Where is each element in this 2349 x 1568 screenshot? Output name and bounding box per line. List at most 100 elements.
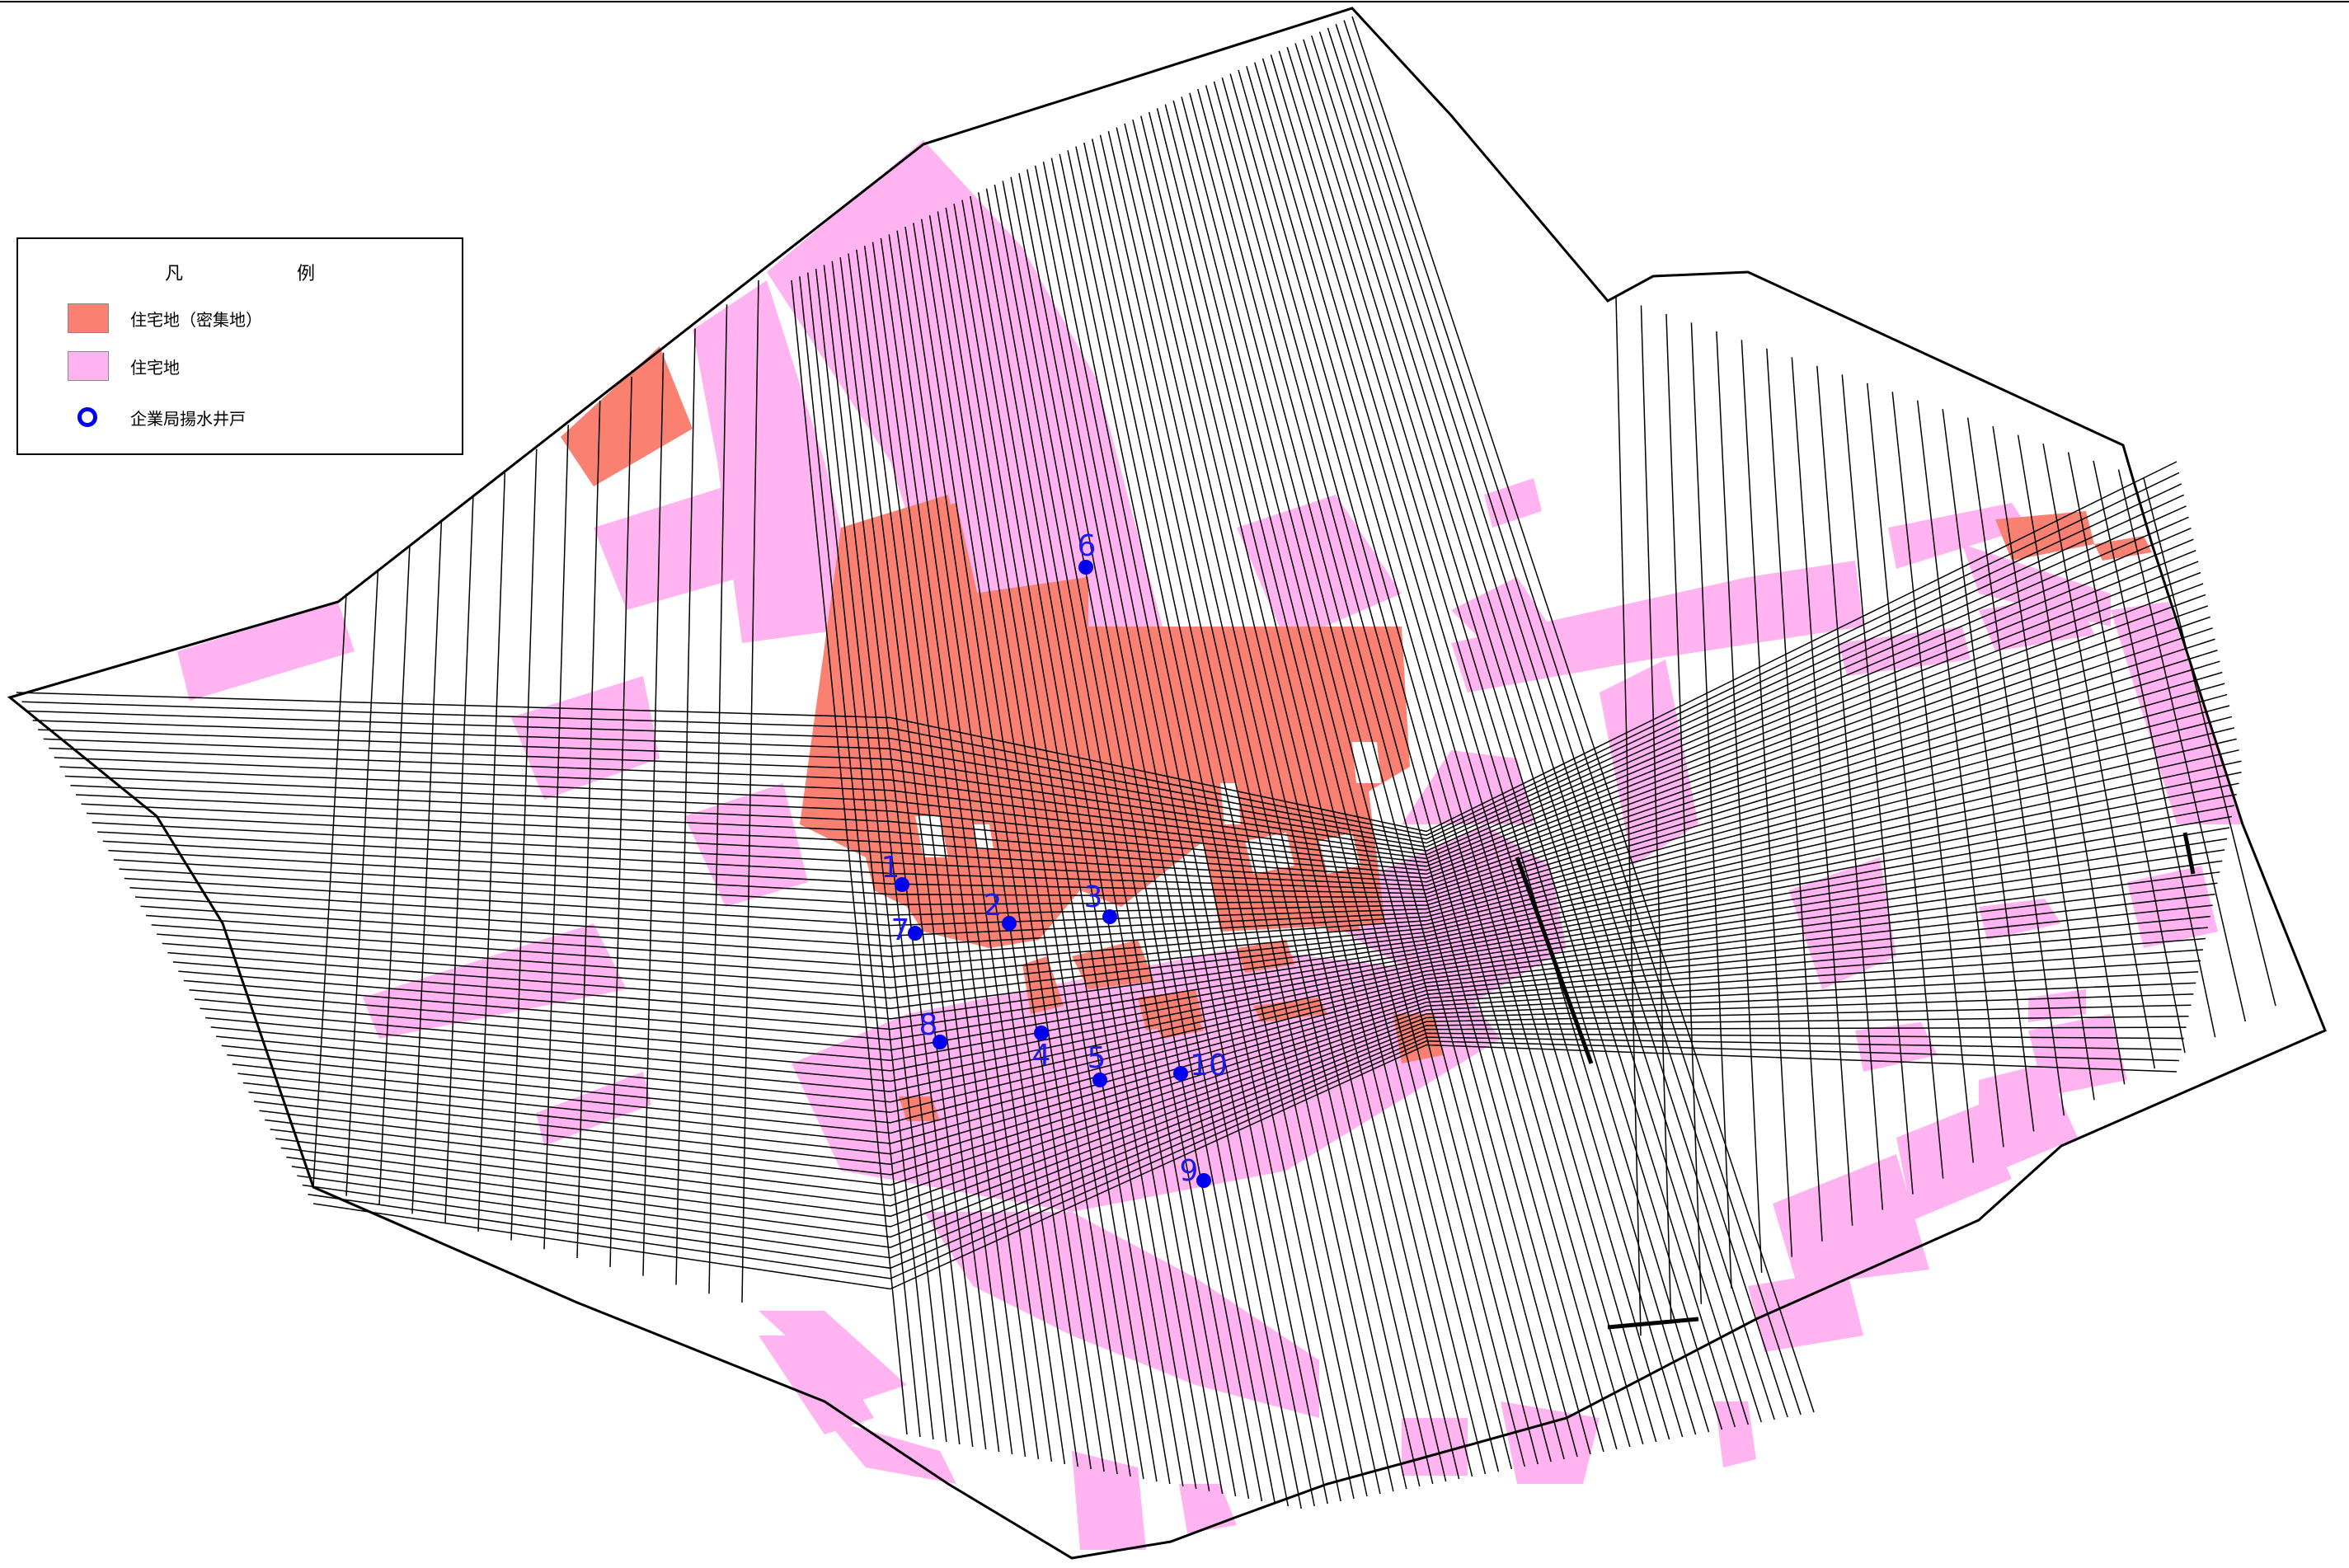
residential-zone xyxy=(1402,750,1534,824)
grid-column-line xyxy=(1278,50,1697,1435)
grid-column-line xyxy=(1716,331,1763,1273)
well-4-marker[interactable] xyxy=(1034,1026,1049,1040)
well-7-marker[interactable] xyxy=(908,926,923,941)
grid-column-line xyxy=(1966,417,2065,1116)
grid-row-line xyxy=(205,849,2225,1082)
grid-column-line xyxy=(1791,357,1853,1226)
grid-column-line xyxy=(1156,108,1500,1472)
legend-label-well: 企業局揚水井戸 xyxy=(130,408,246,429)
grid-column-line xyxy=(1690,322,1732,1289)
well-swatch xyxy=(68,402,109,432)
grid-row-line xyxy=(259,960,2201,1186)
well-1-marker[interactable] xyxy=(895,877,909,892)
dense-residential-swatch xyxy=(68,303,109,333)
grid-row-line xyxy=(265,971,2199,1196)
well-2-label: 2 xyxy=(984,889,1003,922)
grid-column-line xyxy=(1270,54,1684,1438)
residential-swatch xyxy=(68,351,109,381)
well-5-marker[interactable] xyxy=(1092,1073,1107,1087)
grid-row-line xyxy=(194,827,2230,1062)
grid-column-line xyxy=(2143,477,2276,1007)
grid-row-line xyxy=(70,571,2201,871)
grid-column-line xyxy=(888,234,1066,1465)
grid-column-line xyxy=(1254,62,1657,1443)
grid-column-line xyxy=(856,249,1013,1455)
residential-zone xyxy=(1072,1451,1146,1550)
grid-column-line xyxy=(1916,400,2004,1148)
grid-column-line xyxy=(994,184,1237,1497)
grid-column-line xyxy=(1050,157,1328,1505)
well-9-marker[interactable] xyxy=(1196,1173,1211,1188)
grid-column-line xyxy=(1261,58,1670,1440)
well-3-label: 3 xyxy=(1084,880,1103,914)
grid-row-line xyxy=(157,749,2239,988)
grid-column-line xyxy=(1766,348,1823,1242)
grid-row-line xyxy=(21,472,2180,836)
grid-column-line xyxy=(1221,77,1604,1453)
well-6-marker[interactable] xyxy=(1078,560,1093,575)
well-4-label: 4 xyxy=(1032,1039,1051,1073)
grid-column-line xyxy=(411,521,443,1214)
heavy-boundary-segment xyxy=(2182,832,2196,875)
grid-column-line xyxy=(1318,31,1762,1423)
legend-item-well: 企業局揚水井戸 xyxy=(68,401,246,434)
grid-row-line xyxy=(232,904,2213,1134)
model-grid xyxy=(16,16,2276,1509)
legend-title: 凡 例 xyxy=(164,264,363,284)
well-10-marker[interactable] xyxy=(1173,1066,1188,1081)
grid-row-line xyxy=(32,494,2185,844)
residential-zone xyxy=(1979,1063,2078,1179)
grid-row-line xyxy=(297,1032,2184,1259)
grid-row-line xyxy=(16,461,2178,833)
grid-row-line xyxy=(286,1015,2189,1238)
grid-row-line xyxy=(59,549,2196,863)
grid-column-line xyxy=(937,211,1144,1480)
grid-row-line xyxy=(108,650,2218,899)
grid-row-line xyxy=(92,616,2210,887)
well-2-marker[interactable] xyxy=(1002,916,1017,931)
residential-zone xyxy=(1896,1105,2012,1220)
residential-zone xyxy=(1402,1418,1468,1476)
residential-zone xyxy=(1501,1401,1600,1484)
grid-column-line xyxy=(1075,146,1368,1497)
grid-column-line xyxy=(1816,365,1884,1210)
residential-zone xyxy=(1773,1154,1929,1286)
model-boundary xyxy=(7,7,2327,1560)
grid-column-line xyxy=(1059,153,1341,1502)
grid-column-line xyxy=(1018,173,1276,1505)
grid-column-line xyxy=(904,226,1092,1470)
grid-row-line xyxy=(280,1004,2192,1228)
grid-row-line xyxy=(43,516,2189,852)
heavy-boundary-segment xyxy=(1607,1317,1699,1330)
legend-box: 凡 例 住宅地（密集地） 住宅地 企業局揚水井戸 xyxy=(16,237,463,455)
grid-column-line xyxy=(920,218,1118,1475)
grid-row-line xyxy=(124,683,2225,927)
grid-column-line xyxy=(1124,123,1447,1482)
grid-column-line xyxy=(1351,16,1815,1413)
grid-column-line xyxy=(863,246,1027,1458)
well-3-marker[interactable] xyxy=(1102,909,1117,924)
well-8-marker[interactable] xyxy=(933,1035,947,1049)
grid-row-line xyxy=(134,705,2230,947)
grid-column-line xyxy=(1205,85,1578,1458)
grid-column-line xyxy=(708,304,728,1294)
residential-zone xyxy=(1451,561,1863,692)
grid-row-line xyxy=(270,982,2196,1207)
grid-row-line xyxy=(64,561,2199,867)
grid-row-line xyxy=(291,1026,2187,1248)
grid-row-line xyxy=(200,838,2228,1072)
grid-column-line xyxy=(1002,181,1250,1500)
grid-row-line xyxy=(146,727,2234,968)
residential-zone xyxy=(923,1212,1319,1418)
grid-column-line xyxy=(1116,127,1434,1485)
grid-row-line xyxy=(27,483,2182,840)
grid-row-line xyxy=(312,1044,2178,1290)
dense-residential-zone xyxy=(1995,511,2094,561)
grid-row-line xyxy=(75,583,2204,876)
legend-label-residential: 住宅地 xyxy=(130,357,180,378)
grid-row-line xyxy=(183,805,2234,1040)
grid-column-line xyxy=(345,569,379,1196)
grid-row-line xyxy=(253,949,2204,1176)
well-10-label: 10 xyxy=(1190,1049,1228,1082)
